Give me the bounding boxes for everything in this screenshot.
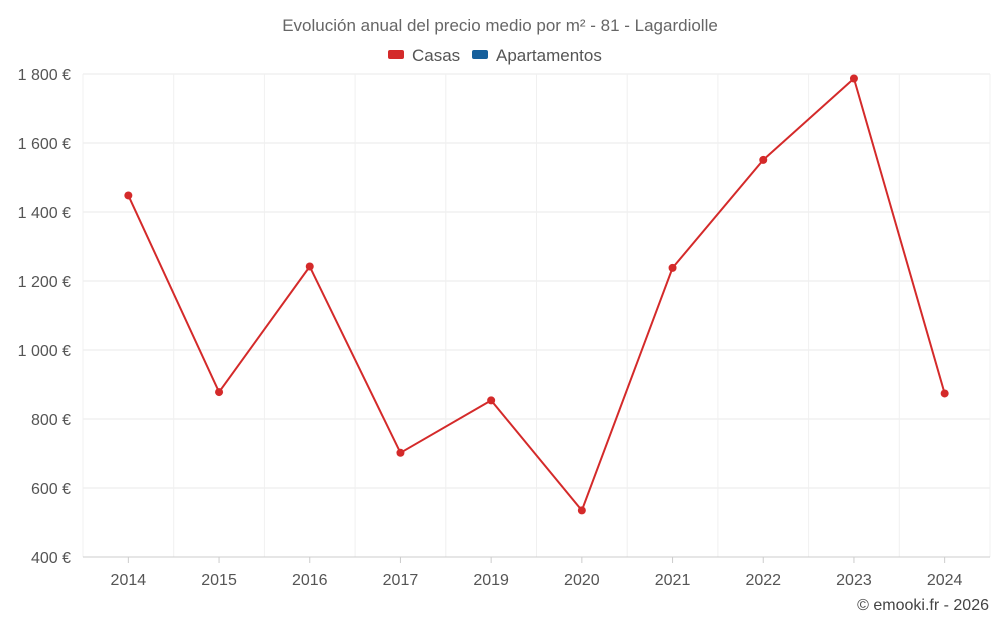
x-tick-label: 2022 — [745, 572, 781, 589]
series-casas — [124, 74, 949, 515]
x-tick-label: 2017 — [383, 572, 419, 589]
data-point[interactable] — [668, 263, 677, 272]
chart-title: Evolución anual del precio medio por m² … — [282, 16, 718, 35]
y-axis: 400 € 600 € 800 € 1 000 € 1 200 € 1 400 € 1 60… — [18, 67, 71, 567]
data-point[interactable] — [305, 262, 314, 271]
x-axis: 2014 2015 2016 2017 2019 2020 2021 2022 2023 2024 — [111, 557, 963, 589]
x-tick-label: 2020 — [564, 572, 600, 589]
credit: © emooki.fr - 2026 — [857, 597, 989, 614]
data-point[interactable] — [487, 396, 496, 405]
legend: Casas Apartamentos — [388, 46, 602, 65]
data-point[interactable] — [759, 155, 768, 164]
y-tick-label: 1 400 € — [18, 205, 71, 222]
x-tick-label: 2024 — [927, 572, 963, 589]
y-tick-label: 1 600 € — [18, 136, 71, 153]
x-tick-label: 2023 — [836, 572, 872, 589]
y-tick-label: 600 € — [31, 481, 71, 498]
y-tick-label: 1 000 € — [18, 343, 71, 360]
legend-swatch-casas — [388, 50, 404, 59]
legend-label-apartamentos[interactable]: Apartamentos — [496, 46, 602, 65]
legend-item-casas[interactable]: Casas — [388, 46, 460, 65]
data-point[interactable] — [124, 191, 133, 200]
legend-swatch-apartamentos — [472, 50, 488, 59]
legend-label-casas[interactable]: Casas — [412, 46, 460, 65]
y-tick-label: 1 200 € — [18, 274, 71, 291]
data-point[interactable] — [940, 389, 949, 398]
data-point[interactable] — [849, 74, 858, 83]
y-tick-label: 1 800 € — [18, 67, 71, 84]
x-tick-label: 2015 — [201, 572, 237, 589]
x-tick-label: 2016 — [292, 572, 328, 589]
data-point[interactable] — [396, 448, 405, 457]
series-line-casas — [127, 77, 946, 512]
vertical-gridlines — [82, 74, 991, 557]
x-tick-label: 2021 — [655, 572, 691, 589]
legend-item-apartamentos[interactable]: Apartamentos — [472, 46, 602, 65]
x-tick-label: 2014 — [111, 572, 147, 589]
y-tick-label: 400 € — [31, 550, 71, 567]
data-point[interactable] — [215, 388, 224, 397]
data-point[interactable] — [577, 506, 586, 515]
x-tick-label: 2019 — [473, 572, 509, 589]
y-tick-label: 800 € — [31, 412, 71, 429]
